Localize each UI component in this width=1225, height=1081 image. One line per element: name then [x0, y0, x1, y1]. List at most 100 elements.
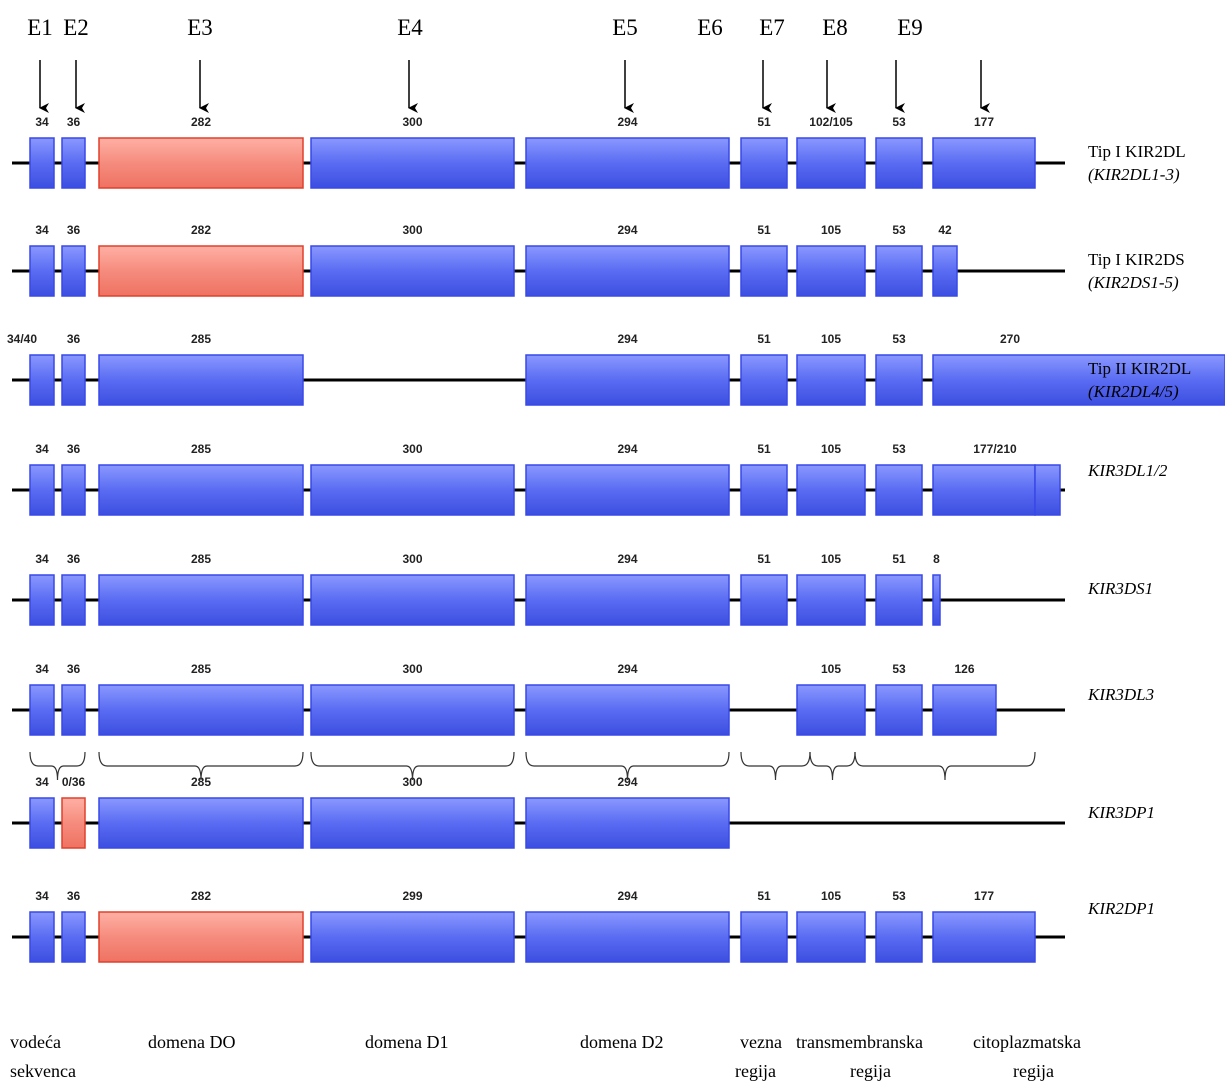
- exon: [740, 911, 788, 963]
- exon-size: 285: [191, 332, 211, 346]
- exon-size: 282: [191, 889, 211, 903]
- exon: [310, 137, 515, 189]
- exon-size: 294: [617, 889, 637, 903]
- exon-size: 177/210: [973, 442, 1017, 456]
- exon-size: 34: [35, 442, 49, 456]
- exon: [29, 911, 55, 963]
- exon: [932, 245, 958, 297]
- exon: [98, 684, 304, 736]
- exon-size: 285: [191, 552, 211, 566]
- exon-label: E3: [187, 15, 213, 40]
- gene-name: KIR3DL1/2: [1087, 461, 1168, 480]
- exon-label: E1: [27, 15, 53, 40]
- exon-size: 105: [821, 889, 841, 903]
- exon: [932, 684, 997, 736]
- exon-size: 294: [617, 332, 637, 346]
- exon-size: 177: [974, 115, 994, 129]
- brace: [29, 751, 86, 781]
- exon-size: 53: [892, 332, 906, 346]
- exon-size: 105: [821, 662, 841, 676]
- exon: [61, 245, 86, 297]
- exon-size: 36: [67, 442, 81, 456]
- exon-size: 294: [617, 552, 637, 566]
- exon-size: 53: [892, 442, 906, 456]
- exon: [796, 684, 866, 736]
- exon-size: 36: [67, 223, 81, 237]
- exon: [796, 137, 866, 189]
- exon: [525, 684, 730, 736]
- exon-size: 126: [954, 662, 974, 676]
- region-label: domena D1: [365, 1032, 448, 1052]
- exon: [796, 464, 866, 516]
- exon-size: 42: [938, 223, 952, 237]
- gene-name: KIR2DP1: [1087, 899, 1155, 918]
- exon: [796, 245, 866, 297]
- region-label: vodeća: [10, 1032, 61, 1052]
- exon: [740, 245, 788, 297]
- exon: [875, 354, 923, 406]
- exon-size: 51: [757, 442, 771, 456]
- region-label: sekvenca: [10, 1061, 76, 1081]
- exon-label: E2: [63, 15, 89, 40]
- exon-size: 53: [892, 223, 906, 237]
- exon: [525, 797, 730, 849]
- exon: [525, 245, 730, 297]
- exon: [98, 245, 304, 297]
- exon-size: 53: [892, 662, 906, 676]
- exon-size: 294: [617, 442, 637, 456]
- exon-size: 300: [402, 442, 422, 456]
- exon-size: 53: [892, 889, 906, 903]
- exon: [98, 464, 304, 516]
- region-label: transmembranska: [796, 1032, 923, 1052]
- exon-size: 34/40: [7, 332, 37, 346]
- exon-label: E8: [822, 15, 848, 40]
- exon: [796, 574, 866, 626]
- exon-size: 300: [402, 223, 422, 237]
- exon: [61, 797, 86, 849]
- exon-size: 285: [191, 442, 211, 456]
- exon: [98, 354, 304, 406]
- exon: [932, 574, 941, 626]
- exon-label: E7: [759, 15, 785, 40]
- exon-size: 177: [974, 889, 994, 903]
- gene-name: (KIR2DL4/5): [1088, 382, 1179, 401]
- exon: [796, 354, 866, 406]
- exon-size: 285: [191, 662, 211, 676]
- exon-label: E9: [897, 15, 923, 40]
- exon: [875, 464, 923, 516]
- gene-name: Tip II KIR2DL: [1088, 359, 1191, 378]
- exon-label: E6: [697, 15, 723, 40]
- exon: [61, 464, 86, 516]
- brace: [740, 751, 811, 781]
- exon-size: 300: [402, 552, 422, 566]
- region-label: regija: [735, 1061, 776, 1081]
- exon: [61, 911, 86, 963]
- exon-size: 105: [821, 332, 841, 346]
- region-label: domena D2: [580, 1032, 663, 1052]
- exon: [61, 684, 86, 736]
- gene-name: (KIR2DL1-3): [1088, 165, 1180, 184]
- exon-size: 34: [35, 662, 49, 676]
- exon-size: 299: [402, 889, 422, 903]
- exon: [875, 137, 923, 189]
- exon: [875, 911, 923, 963]
- exon: [525, 354, 730, 406]
- exon-size: 105: [821, 442, 841, 456]
- region-label: vezna: [740, 1032, 782, 1052]
- exon: [740, 574, 788, 626]
- exon: [1034, 464, 1061, 516]
- brace: [854, 751, 1036, 781]
- exon: [875, 684, 923, 736]
- exon-size: 300: [402, 115, 422, 129]
- exon-size: 300: [402, 775, 422, 789]
- exon: [29, 464, 55, 516]
- exon-size: 300: [402, 662, 422, 676]
- exon-size: 8: [933, 552, 940, 566]
- region-label: domena DO: [148, 1032, 235, 1052]
- exon-size: 34: [35, 115, 49, 129]
- exon-size: 294: [617, 115, 637, 129]
- exon: [875, 574, 923, 626]
- exon: [98, 797, 304, 849]
- exon-label: E4: [397, 15, 423, 40]
